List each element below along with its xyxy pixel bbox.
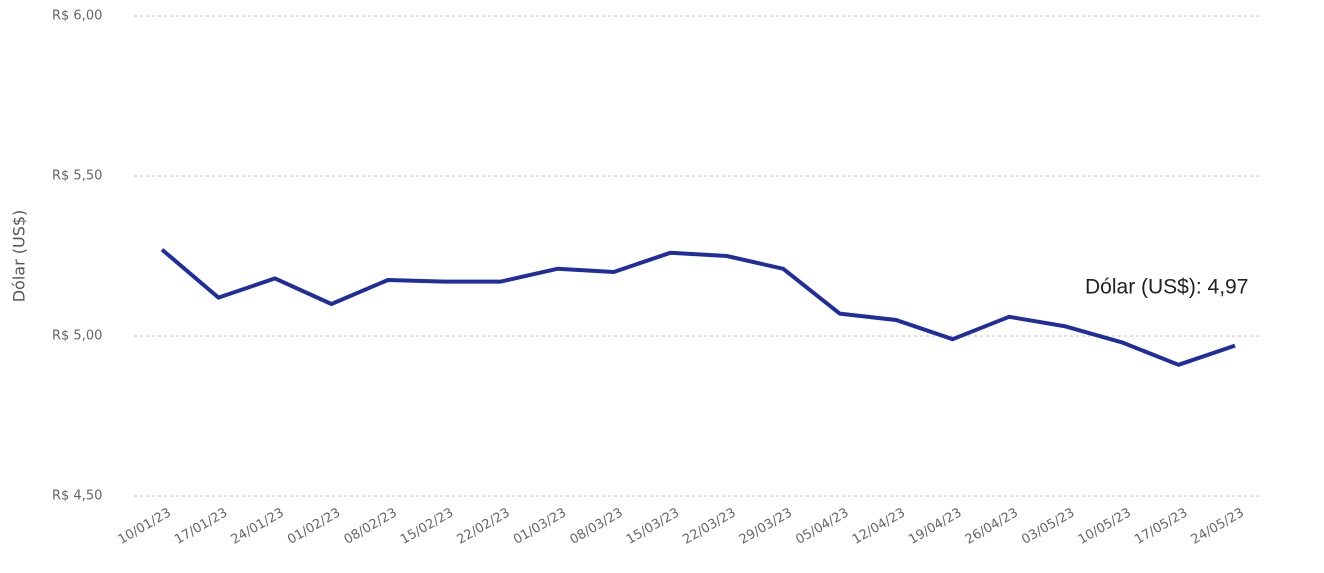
x-tick-label: 01/02/23 <box>285 506 343 548</box>
x-tick-label: 01/03/23 <box>511 506 569 548</box>
y-tick-label: R$ 6,00 <box>52 9 102 24</box>
x-tick-label: 05/04/23 <box>793 506 851 548</box>
x-tick-label: 22/02/23 <box>455 506 513 548</box>
x-tick-label: 08/03/23 <box>567 506 625 548</box>
x-tick-label: 19/04/23 <box>906 506 964 548</box>
x-tick-label: 15/02/23 <box>398 506 456 548</box>
x-tick-label: 03/05/23 <box>1019 506 1077 548</box>
annotation: Dólar (US$): 4,97 <box>1085 276 1248 299</box>
x-tick-label: 24/01/23 <box>229 506 287 548</box>
x-tick-label: 17/05/23 <box>1132 506 1190 548</box>
x-tick-label: 24/05/23 <box>1189 506 1247 548</box>
y-tick-label: R$ 5,00 <box>52 329 102 344</box>
x-tick-label: 10/01/23 <box>116 506 174 548</box>
x-tick-label: 22/03/23 <box>680 506 738 548</box>
y-axis-title: Dólar (US$) <box>10 210 29 303</box>
x-tick-label: 10/05/23 <box>1076 506 1134 548</box>
x-tick-label: 17/01/23 <box>172 506 230 548</box>
x-tick-label: 29/03/23 <box>737 506 795 548</box>
y-tick-label: R$ 4,50 <box>52 489 102 504</box>
x-tick-label: 08/02/23 <box>342 506 400 548</box>
x-tick-label: 15/03/23 <box>624 506 682 548</box>
x-tick-label: 26/04/23 <box>963 506 1021 548</box>
x-tick-label: 12/04/23 <box>850 506 908 548</box>
y-tick-label: R$ 5,50 <box>52 169 102 184</box>
line-series <box>160 248 1236 367</box>
